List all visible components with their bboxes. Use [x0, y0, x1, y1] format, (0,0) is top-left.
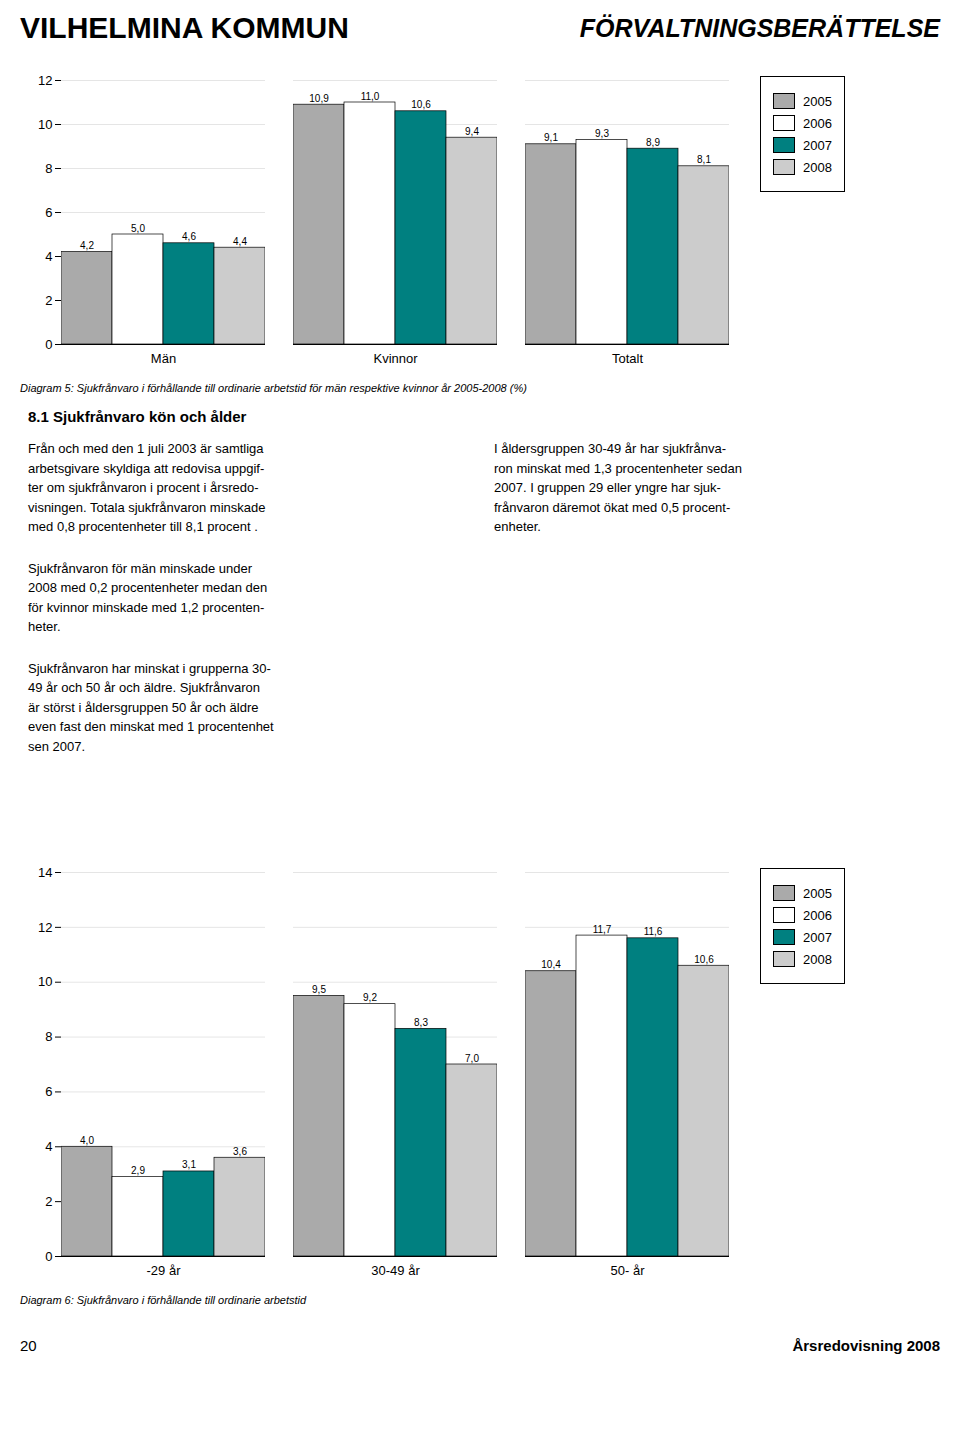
svg-text:4,6: 4,6 [182, 231, 196, 242]
html-text:2006: 2006 [803, 907, 832, 923]
html-text:2006: 2006 [803, 115, 832, 131]
svg-text:8,1: 8,1 [697, 154, 711, 165]
svg-text:9,3: 9,3 [595, 128, 609, 139]
html-text:Från och med den 1 juli 2003 ä: Från och med den 1 juli 2003 är samtliga… [28, 441, 266, 534]
svg-text:8,9: 8,9 [646, 137, 660, 148]
svg-text:5,0: 5,0 [131, 223, 145, 234]
html-text:VILHELMINA KOMMUN: VILHELMINA KOMMUN [20, 11, 349, 44]
html-text:Diagram 6: Sjukfrånvaro i förh: Diagram 6: Sjukfrånvaro i förhållande ti… [20, 1294, 307, 1306]
svg-text:4,2: 4,2 [80, 240, 94, 251]
html-text:2005: 2005 [803, 93, 832, 109]
svg-text:9,1: 9,1 [544, 132, 558, 143]
svg-text:Totalt: Totalt [612, 351, 643, 366]
svg-text:4: 4 [45, 1139, 52, 1154]
svg-text:9,2: 9,2 [363, 992, 377, 1003]
svg-text:10,6: 10,6 [411, 99, 431, 110]
svg-text:10,6: 10,6 [694, 954, 714, 965]
html-text:Sjukfrånvaron för män minskade: Sjukfrånvaron för män minskade under 200… [28, 560, 268, 634]
svg-text:3,6: 3,6 [233, 1146, 247, 1157]
html-text:2007: 2007 [803, 137, 832, 153]
svg-text:0: 0 [45, 1249, 52, 1264]
svg-text:2: 2 [45, 1194, 52, 1209]
svg-text:12: 12 [38, 73, 52, 88]
svg-text:11,6: 11,6 [644, 926, 663, 937]
svg-text:Kvinnor: Kvinnor [373, 351, 418, 366]
svg-text:8,3: 8,3 [414, 1017, 428, 1028]
svg-text:8: 8 [45, 161, 52, 176]
html-text:8.1 Sjukfrånvaro kön och ålder: 8.1 Sjukfrånvaro kön och ålder [28, 408, 247, 425]
svg-text:10,9: 10,9 [309, 93, 329, 104]
svg-text:2: 2 [45, 293, 52, 308]
svg-text:9,4: 9,4 [465, 126, 479, 137]
html-text:20: 20 [20, 1336, 37, 1354]
html-text:2007: 2007 [803, 929, 832, 945]
svg-text:6: 6 [45, 1084, 52, 1099]
svg-text:8: 8 [45, 1029, 52, 1044]
svg-text:11,0: 11,0 [361, 91, 380, 102]
svg-text:2,9: 2,9 [131, 1165, 145, 1176]
svg-text:4,4: 4,4 [233, 236, 247, 247]
svg-text:6: 6 [45, 205, 52, 220]
html-text:2005: 2005 [803, 885, 832, 901]
svg-text:-29 år: -29 år [147, 1263, 182, 1278]
html-text:FÖRVALTNINGSBERÄTTELSE: FÖRVALTNINGSBERÄTTELSE [579, 13, 940, 42]
html-text:Årsredovisning 2008: Årsredovisning 2008 [792, 1336, 940, 1354]
svg-text:10: 10 [38, 117, 52, 132]
svg-text:3,1: 3,1 [182, 1159, 196, 1170]
svg-text:Män: Män [151, 351, 176, 366]
svg-text:11,7: 11,7 [593, 924, 612, 935]
svg-text:30-49 år: 30-49 år [371, 1263, 420, 1278]
html-text:Sjukfrånvaron har minskat i gr: Sjukfrånvaron har minskat i grupperna 30… [28, 660, 274, 754]
html-text:2008: 2008 [803, 159, 832, 175]
html-text:Diagram 5: Sjukfrånvaro i förh: Diagram 5: Sjukfrånvaro i förhållande ti… [20, 382, 527, 394]
html-text:I åldersgruppen 30-49 år har s: I åldersgruppen 30-49 år har sjukfrånva-… [494, 441, 742, 534]
svg-text:9,5: 9,5 [312, 984, 326, 995]
html-text:2008: 2008 [803, 951, 832, 967]
svg-text:14: 14 [38, 865, 52, 880]
svg-text:10: 10 [38, 974, 52, 989]
svg-text:7,0: 7,0 [465, 1053, 479, 1064]
svg-text:10,4: 10,4 [541, 959, 561, 970]
svg-text:50- år: 50- år [611, 1263, 646, 1278]
svg-text:0: 0 [45, 337, 52, 352]
svg-text:4: 4 [45, 249, 52, 264]
svg-text:4,0: 4,0 [80, 1135, 94, 1146]
svg-text:12: 12 [38, 920, 52, 935]
